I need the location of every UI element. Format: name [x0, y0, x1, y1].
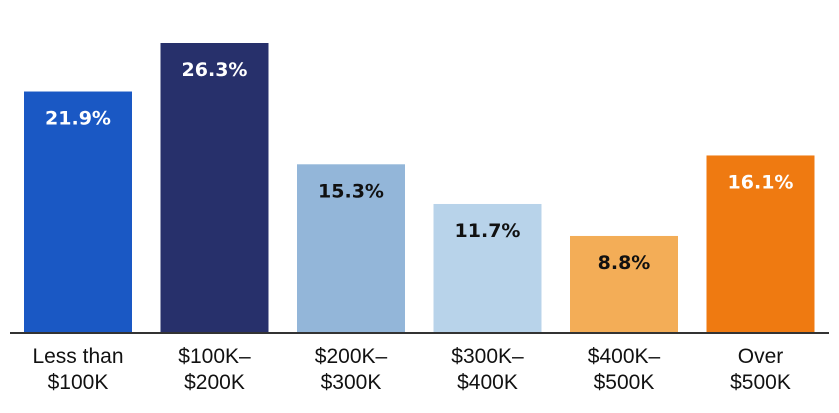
- category-label-4: $400K– $500K: [588, 345, 661, 394]
- category-label-1: $100K– $200K: [178, 345, 251, 394]
- bars-group: [24, 43, 815, 333]
- category-label-3: $300K– $400K: [451, 345, 524, 394]
- category-label-5: Over $500K: [730, 345, 791, 394]
- value-label-0: 21.9%: [45, 108, 111, 130]
- bar-3: [433, 203, 542, 333]
- value-label-5: 16.1%: [728, 171, 794, 193]
- category-label-2: $200K– $300K: [315, 345, 388, 394]
- bar-2: [297, 164, 405, 333]
- value-label-1: 26.3%: [182, 59, 248, 81]
- value-label-2: 15.3%: [318, 180, 384, 202]
- category-labels-group: Less than $100K $100K– $200K $200K– $300K $300…: [32, 345, 790, 394]
- bar-5: [706, 155, 815, 333]
- bar-4: [570, 235, 678, 333]
- value-label-4: 8.8%: [598, 252, 651, 274]
- bar-1: [160, 43, 269, 333]
- value-label-3: 11.7%: [455, 220, 521, 242]
- category-label-0: Less than $100K: [32, 345, 123, 394]
- value-labels-group: 21.9% 26.3% 15.3% 11.7% 8.8% 16.1%: [45, 59, 793, 274]
- bar-0: [24, 91, 132, 333]
